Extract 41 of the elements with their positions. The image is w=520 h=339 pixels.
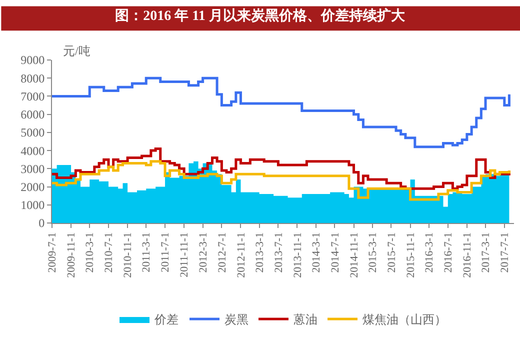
x-tick-label: 2011-11-1 xyxy=(178,232,191,278)
legend-label: 炭黑 xyxy=(224,312,248,327)
x-tick-label: 2010-11-1 xyxy=(122,232,134,278)
x-tick-label: 2013-3-1 xyxy=(254,232,266,273)
x-tick-label: 2010-7-1 xyxy=(103,232,116,273)
x-tick-label: 2011-7-1 xyxy=(160,232,172,272)
x-tick-label: 2017-7-1 xyxy=(498,232,511,273)
x-tick-label: 2017-3-1 xyxy=(480,232,492,273)
y-tick-label: 1000 xyxy=(20,198,45,212)
legend-label: 价差 xyxy=(154,312,178,327)
y-tick-label: 9000 xyxy=(20,53,45,68)
y-tick-label: 6000 xyxy=(20,108,45,122)
x-tick-label: 2013-7-1 xyxy=(272,232,285,273)
y-tick-label: 0 xyxy=(38,216,45,230)
legend-label: 蒽油 xyxy=(294,312,318,327)
x-tick-label: 2016-11-1 xyxy=(462,232,474,278)
y-axis-title: 元/吨 xyxy=(63,44,90,58)
x-tick-label: 2014-11-1 xyxy=(348,232,360,278)
x-tick-label: 2016-3-1 xyxy=(424,232,436,273)
y-tick-label: 7000 xyxy=(20,89,45,104)
x-tick-label: 2009-7-1 xyxy=(46,232,59,273)
x-tick-label: 2016-7-1 xyxy=(442,232,454,273)
x-tick-label: 2015-11-1 xyxy=(404,232,417,278)
y-tick-label: 2000 xyxy=(20,180,45,194)
x-tick-label: 2009-11-1 xyxy=(66,232,78,278)
x-tick-label: 2011-3-1 xyxy=(140,232,153,272)
x-tick-label: 2010-3-1 xyxy=(84,232,96,273)
legend-label: 煤焦油（山西） xyxy=(362,312,446,327)
x-tick-label: 2012-11-1 xyxy=(235,232,248,278)
y-tick-label: 8000 xyxy=(20,71,45,86)
y-tick-label: 3000 xyxy=(20,162,45,176)
x-tick-label: 2014-7-1 xyxy=(329,232,342,273)
y-tick-label: 5000 xyxy=(20,126,45,140)
x-tick-label: 2014-3-1 xyxy=(310,232,322,273)
x-tick-label: 2012-7-1 xyxy=(216,232,228,273)
chart-title: 图：2016 年 11 月以来炭黑价格、价差持续扩大 xyxy=(115,7,406,24)
x-tick-label: 2013-11-1 xyxy=(292,232,304,278)
x-tick-label: 2015-7-1 xyxy=(386,232,398,273)
y-tick-label: 4000 xyxy=(20,144,45,158)
x-tick-label: 2012-3-1 xyxy=(197,232,210,273)
x-tick-label: 2015-3-1 xyxy=(366,232,379,273)
